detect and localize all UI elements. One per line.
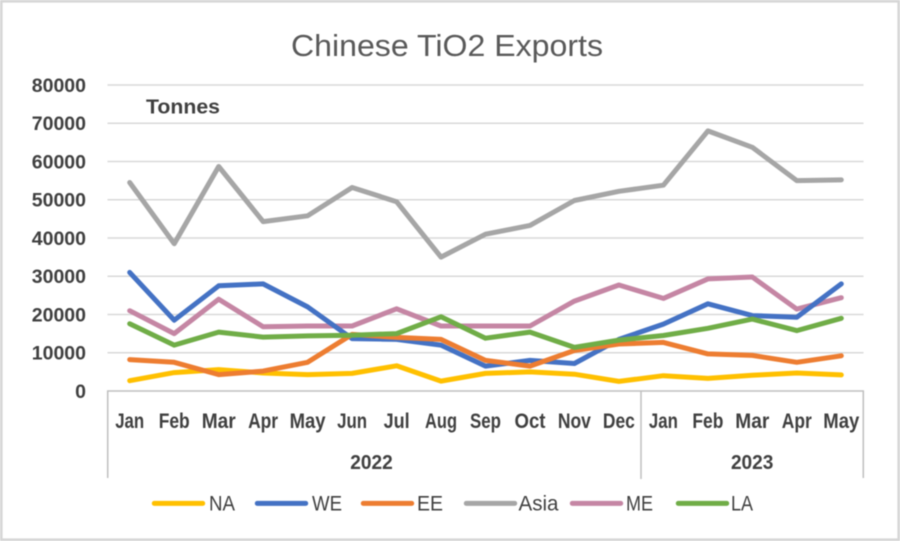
svg-text:Apr: Apr [248, 410, 278, 433]
svg-text:50000: 50000 [32, 190, 86, 212]
svg-text:30000: 30000 [32, 266, 86, 288]
svg-text:40000: 40000 [32, 228, 86, 250]
svg-text:Mar: Mar [735, 410, 769, 433]
svg-text:Nov: Nov [558, 410, 591, 433]
svg-text:2023: 2023 [731, 452, 774, 474]
svg-text:LA: LA [731, 493, 753, 516]
svg-text:80000: 80000 [32, 75, 86, 97]
svg-text:Dec: Dec [603, 410, 635, 433]
svg-text:20000: 20000 [32, 304, 86, 326]
svg-text:Apr: Apr [782, 410, 812, 433]
svg-text:70000: 70000 [32, 113, 86, 135]
svg-text:Asia: Asia [519, 493, 559, 516]
svg-text:Sep: Sep [470, 410, 501, 433]
svg-text:May: May [290, 410, 326, 433]
svg-text:10000: 10000 [32, 343, 86, 365]
svg-text:Feb: Feb [159, 410, 190, 433]
svg-text:0: 0 [75, 381, 86, 403]
svg-text:Mar: Mar [202, 410, 236, 433]
svg-text:Chinese TiO2 Exports: Chinese TiO2 Exports [291, 28, 603, 63]
svg-text:2022: 2022 [350, 452, 393, 474]
svg-text:60000: 60000 [32, 151, 86, 173]
svg-text:NA: NA [209, 493, 235, 516]
svg-text:Oct: Oct [515, 410, 546, 433]
svg-text:Aug: Aug [425, 410, 457, 433]
svg-text:May: May [823, 410, 859, 433]
svg-text:ME: ME [626, 493, 653, 516]
svg-text:Jun: Jun [337, 410, 367, 433]
svg-text:Jul: Jul [384, 410, 410, 433]
svg-text:Jan: Jan [115, 410, 144, 433]
svg-text:WE: WE [312, 493, 342, 516]
svg-text:Feb: Feb [692, 410, 723, 433]
svg-text:Jan: Jan [649, 410, 678, 433]
svg-text:Tonnes: Tonnes [146, 97, 220, 119]
svg-text:EE: EE [417, 493, 443, 516]
